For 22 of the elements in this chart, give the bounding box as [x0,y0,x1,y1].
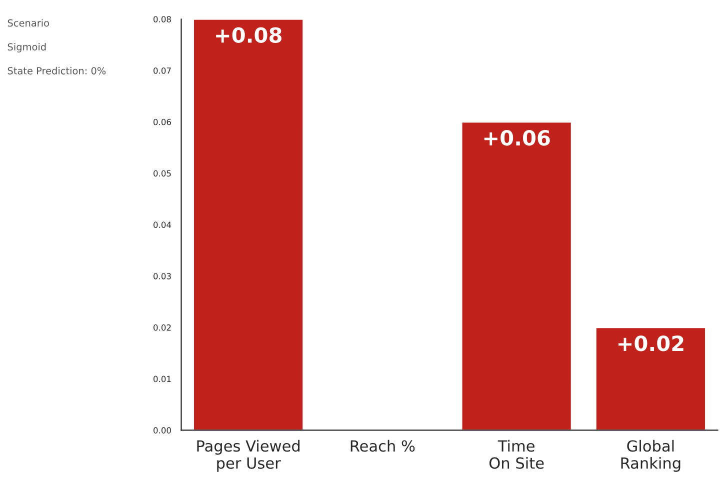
data-label: +0.02 [618,336,684,352]
bar [460,121,572,430]
x-tick-label: Time On Site [489,440,544,469]
data-label: +0.06 [484,130,550,146]
bar [595,326,706,430]
text: Sigmoid [8,43,46,52]
x-tick-label: Reach % [350,440,415,452]
y-tick-label: 0.02 [154,324,171,331]
y-tick-label: 0.00 [154,427,171,434]
y-tick-label: 0.04 [154,222,172,228]
y-tick-label: 0.08 [154,16,171,22]
y-tick-label: 0.03 [154,273,171,280]
text: State Prediction: 0% [8,66,106,74]
y-tick-label: 0.01 [154,376,171,382]
bar [192,19,304,430]
y-tick-label: 0.05 [154,170,171,177]
y-tick-label: 0.06 [154,118,172,126]
text: Scenario [8,19,49,27]
x-tick-label: Pages Viewed per User [197,440,300,472]
x-tick-label: Global Ranking [621,440,680,472]
data-label: +0.08 [216,27,282,43]
y-tick-label: 0.07 [154,67,171,74]
